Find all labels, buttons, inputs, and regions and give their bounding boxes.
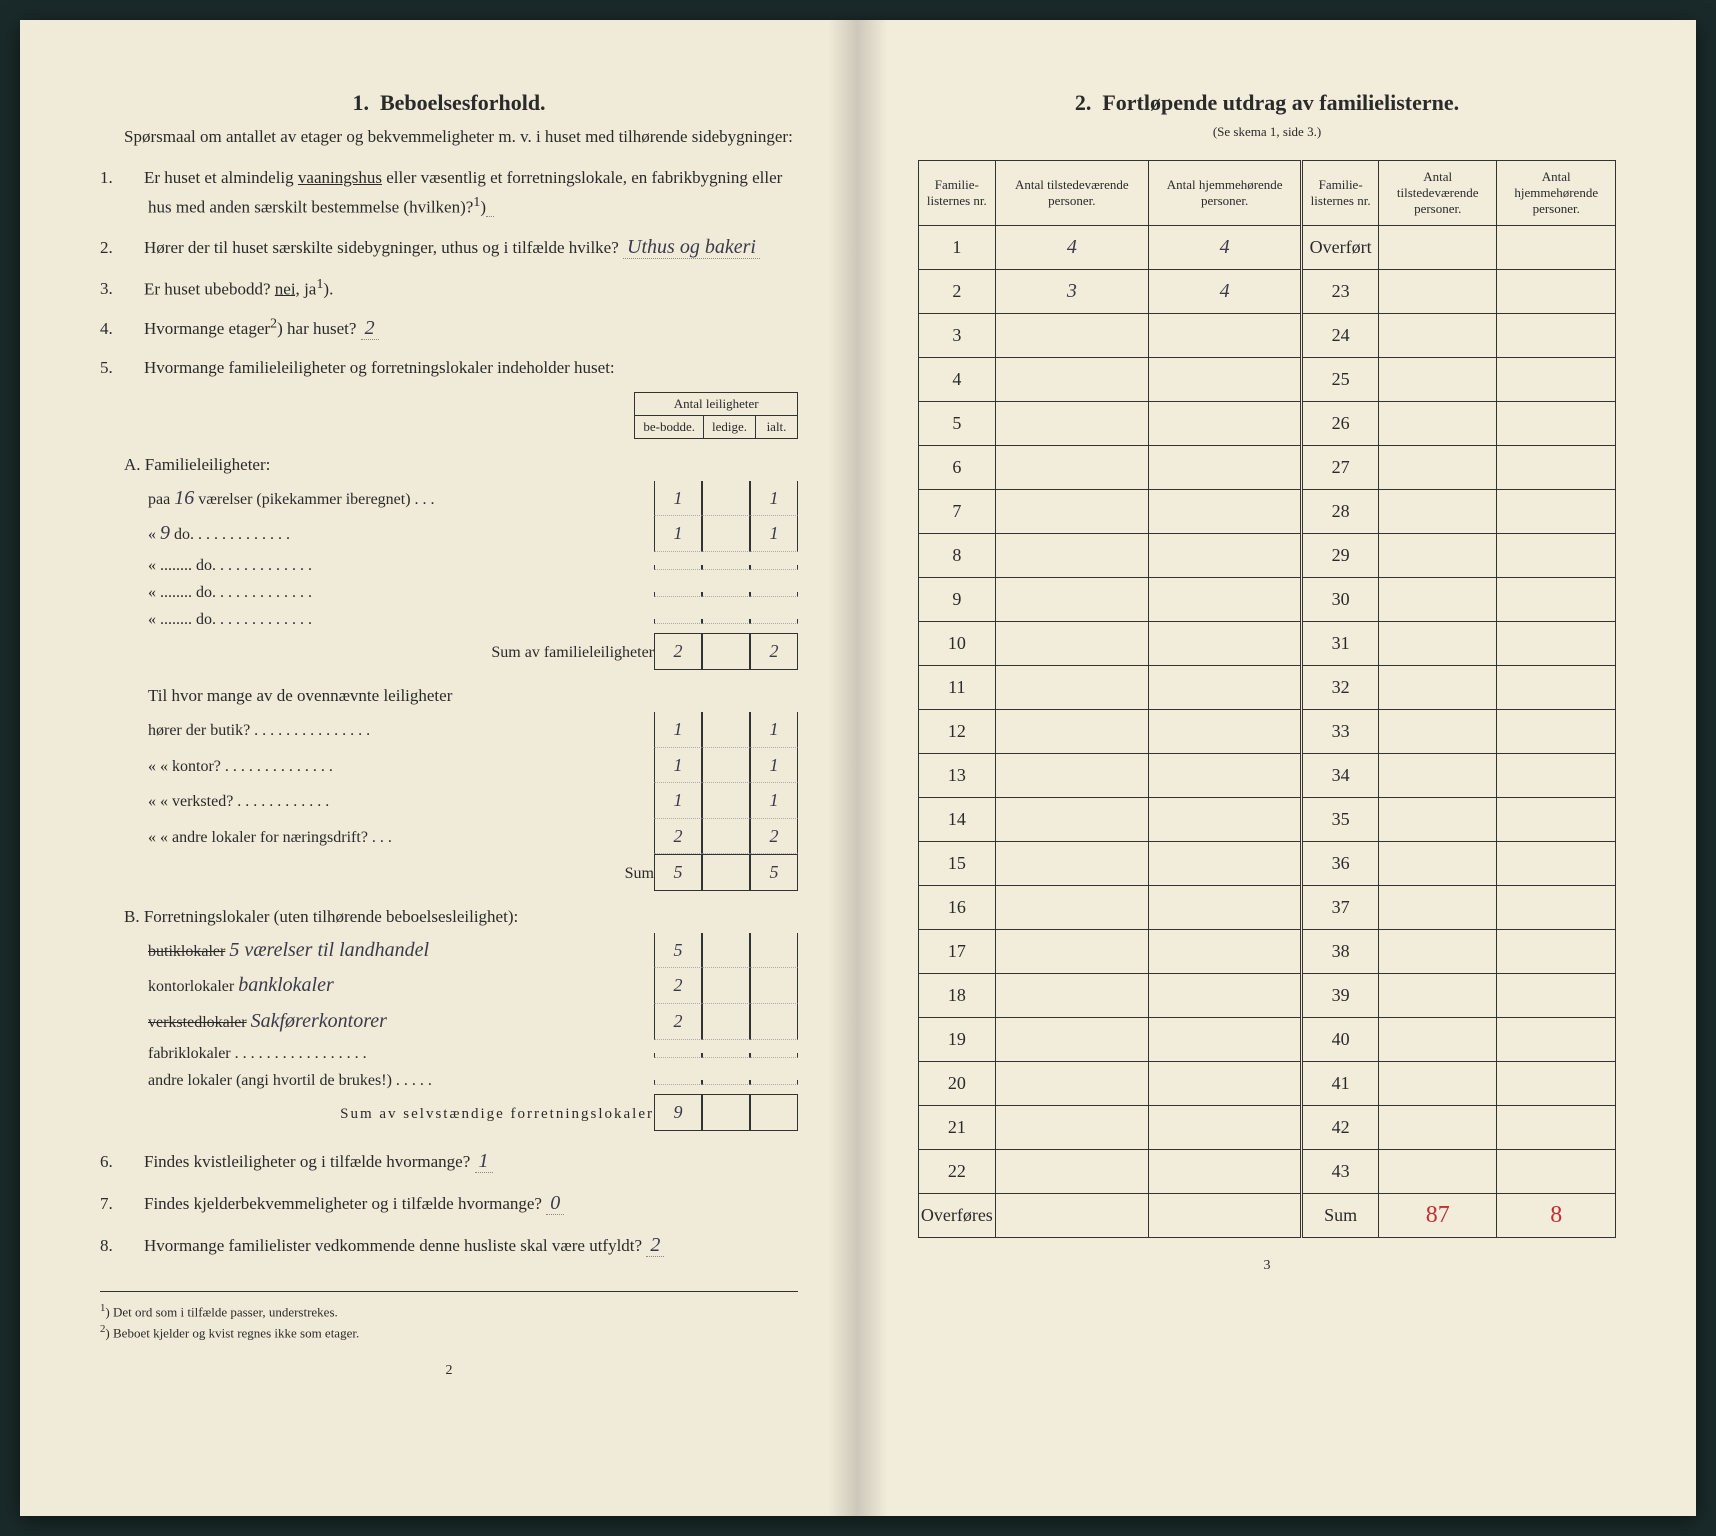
footnotes: 1) Det ord som i tilfælde passer, unders… (100, 1291, 798, 1344)
question-2: 2.Hører der til huset særskilte sidebygn… (124, 231, 798, 263)
table-row: 23423 (919, 270, 1616, 314)
footnote-1: 1) Det ord som i tilfælde passer, unders… (100, 1300, 798, 1322)
left-page: 1. Beboelsesforhold. Spørsmaal om antall… (20, 20, 858, 1516)
row-verksted: « « verksted? . . . . . . . . . . . . 11 (148, 783, 798, 819)
col-ledige: ledige. (703, 415, 755, 438)
table-row: 2041 (919, 1062, 1616, 1106)
right-page-number: 3 (918, 1258, 1616, 1274)
col-3: Antal hjemmehørende personer. (1148, 161, 1301, 226)
question-7: 7.Findes kjelderbekvemmeligheter og i ti… (124, 1187, 798, 1219)
tilhvor-label: Til hvor mange av de ovennævnte leilighe… (148, 686, 798, 706)
col-1: Familie-listernes nr. (919, 161, 996, 226)
spine-shadow (828, 20, 858, 1516)
table-row: 1031 (919, 622, 1616, 666)
row-a2: « 9 do. . . . . . . . . . . . . 11 (148, 516, 798, 552)
row-andre: « « andre lokaler for næringsdrift? . . … (148, 819, 798, 855)
familieliste-table: Familie-listernes nr. Antal tilstedevære… (918, 160, 1616, 1238)
row-kontor: « « kontor? . . . . . . . . . . . . . . … (148, 748, 798, 784)
table-row: 324 (919, 314, 1616, 358)
col-4: Familie-listernes nr. (1302, 161, 1379, 226)
left-page-number: 2 (100, 1363, 798, 1379)
table-row: 526 (919, 402, 1616, 446)
row-a5: « ........ do. . . . . . . . . . . . . (148, 606, 798, 633)
row-a3: « ........ do. . . . . . . . . . . . . (148, 552, 798, 579)
table-row: 728 (919, 490, 1616, 534)
row-b2: kontorlokaler banklokaler 2 (148, 968, 798, 1004)
spine-shadow (858, 20, 888, 1516)
sum-b: Sum av selvstændige forretningslokaler 9 (148, 1094, 798, 1131)
table-row: 1738 (919, 930, 1616, 974)
leiligheter-header: Antal leiligheter be-bodde. ledige. ialt… (634, 392, 798, 439)
col-6: Antal hjemmehørende personer. (1497, 161, 1616, 226)
col-5: Antal tilstedeværende personer. (1378, 161, 1496, 226)
left-heading: 1. Beboelsesforhold. (100, 90, 798, 116)
right-page: 2. Fortløpende utdrag av familielisterne… (858, 20, 1696, 1516)
col-bebodde: be-bodde. (635, 415, 704, 438)
row-b5: andre lokaler (angi hvortil de brukes!) … (148, 1067, 798, 1094)
table-row: 930 (919, 578, 1616, 622)
row-butik: hører der butik? . . . . . . . . . . . .… (148, 712, 798, 748)
sum-mid: Sum 55 (148, 854, 798, 891)
book-spread: 1. Beboelsesforhold. Spørsmaal om antall… (20, 20, 1696, 1516)
question-6: 6.Findes kvistleiligheter og i tilfælde … (124, 1145, 798, 1177)
question-4: 4.Hvormange etager2) har huset? 2 (124, 312, 798, 344)
col-ialt: ialt. (756, 415, 798, 438)
row-a1: paa 16 værelser (pikekammer iberegnet) .… (148, 481, 798, 517)
question-5: 5.Hvormange familieleiligheter og forret… (124, 354, 798, 381)
right-subtitle: (Se skema 1, side 3.) (918, 124, 1616, 140)
question-1: 1.Er huset et almindelig vaaningshus ell… (124, 164, 798, 221)
table-row: 2142 (919, 1106, 1616, 1150)
table-row: 2243 (919, 1150, 1616, 1194)
table-row: 1132 (919, 666, 1616, 710)
question-list: 1.Er huset et almindelig vaaningshus ell… (100, 164, 798, 382)
row-a4: « ........ do. . . . . . . . . . . . . (148, 579, 798, 606)
table-row: 1637 (919, 886, 1616, 930)
antal-header: Antal leiligheter (635, 392, 798, 415)
col-2: Antal tilstedeværende personer. (995, 161, 1148, 226)
row-b3: verkstedlokaler Sakførerkontorer 2 (148, 1004, 798, 1040)
row-b1: butiklokaler 5 værelser til landhandel 5 (148, 933, 798, 969)
footnote-2: 2) Beboet kjelder og kvist regnes ikke s… (100, 1321, 798, 1343)
section-a-label: A. Familieleiligheter: (124, 455, 798, 475)
sum-a: Sum av familieleiligheter 22 (148, 633, 798, 670)
right-heading: 2. Fortløpende utdrag av familielisterne… (918, 90, 1616, 116)
table-row: 425 (919, 358, 1616, 402)
row-b4: fabriklokaler . . . . . . . . . . . . . … (148, 1040, 798, 1067)
table-row: 144Overført (919, 226, 1616, 270)
question-3: 3.Er huset ubebodd? nei, ja1). (124, 273, 798, 303)
table-row: 1233 (919, 710, 1616, 754)
table-row: 1536 (919, 842, 1616, 886)
table-row: 1435 (919, 798, 1616, 842)
table-sum-row: OverføresSum878 (919, 1194, 1616, 1238)
question-list-2: 6.Findes kvistleiligheter og i tilfælde … (100, 1145, 798, 1261)
table-row: 1940 (919, 1018, 1616, 1062)
table-row: 1334 (919, 754, 1616, 798)
question-8: 8.Hvormange familielister vedkommende de… (124, 1229, 798, 1261)
table-row: 627 (919, 446, 1616, 490)
intro-text: Spørsmaal om antallet av etager og bekve… (100, 124, 798, 150)
table-row: 1839 (919, 974, 1616, 1018)
table-row: 829 (919, 534, 1616, 578)
section-b-label: B. Forretningslokaler (uten tilhørende b… (124, 907, 798, 927)
